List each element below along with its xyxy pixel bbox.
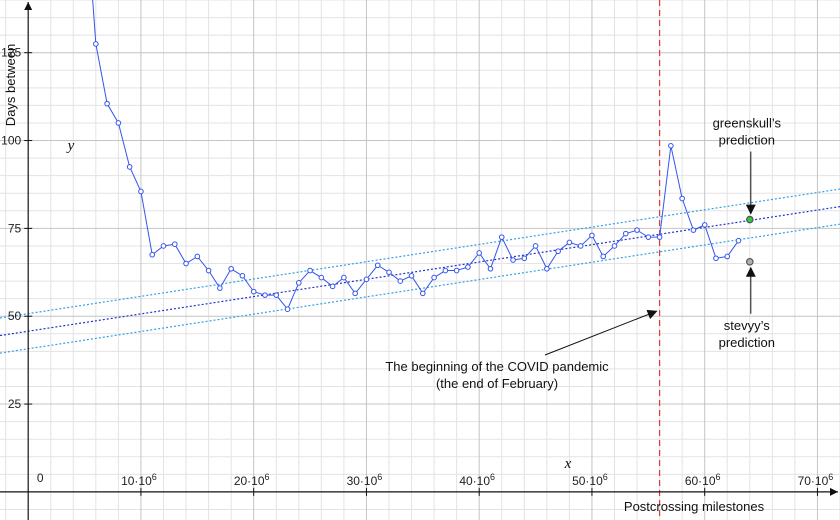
data-point — [532, 243, 539, 249]
x-tick-label: 70·106 — [798, 472, 834, 488]
annotations: The beginning of the COVID pandemic (the … — [385, 309, 658, 391]
data-point — [262, 292, 268, 298]
data-point — [668, 143, 674, 149]
predictions: greenskull’s prediction stevyy’s prediction — [713, 116, 782, 350]
data-point — [701, 222, 708, 228]
data-point — [442, 267, 449, 274]
data-point — [397, 278, 404, 284]
data-point — [352, 290, 358, 297]
y-tick-label: 125 — [1, 46, 21, 60]
covid-annotation-text: The beginning of the COVID pandemic — [385, 359, 609, 374]
data-point — [476, 250, 482, 256]
data-point — [329, 283, 336, 290]
greenskull-prediction-label: prediction — [719, 133, 775, 148]
data-point — [138, 188, 144, 195]
data-point — [341, 274, 347, 281]
data-point — [577, 243, 584, 249]
data-point — [115, 120, 122, 126]
data-point — [453, 267, 460, 274]
data-point — [307, 267, 313, 274]
data-point — [431, 274, 437, 281]
data-point — [160, 243, 167, 249]
data-point — [634, 227, 640, 233]
data-point — [611, 243, 618, 249]
data-point — [622, 230, 629, 237]
greenskull-prediction-label: greenskull’s — [713, 116, 782, 131]
data-point — [273, 292, 280, 298]
data-point — [679, 195, 685, 202]
trend-line-center — [0, 206, 840, 337]
y-variable-label: y — [66, 138, 75, 154]
x-tick-label: 50·106 — [572, 472, 608, 488]
data-point — [104, 100, 110, 107]
data-point — [149, 251, 156, 258]
data-point — [510, 257, 516, 263]
data-point — [600, 253, 607, 260]
data-point — [487, 265, 494, 272]
greenskull-prediction-point — [745, 215, 754, 224]
data-point — [284, 306, 291, 312]
covid-annotation-text: (the end of February) — [436, 376, 558, 391]
origin-label: 0 — [37, 471, 44, 485]
data-point — [93, 41, 99, 47]
data-point — [420, 290, 426, 297]
data-point — [645, 234, 652, 240]
x-axis-arrow — [830, 487, 838, 496]
y-axis-arrow — [24, 2, 33, 10]
data-point — [690, 227, 697, 233]
data-point — [544, 265, 550, 272]
data-point — [735, 237, 742, 244]
stevyy-prediction-label: prediction — [719, 335, 775, 350]
y-tick-label: 75 — [8, 221, 22, 235]
data-point — [171, 241, 178, 247]
data-point — [566, 239, 573, 246]
data-point — [239, 273, 246, 279]
data-point — [363, 276, 370, 283]
axis-labels: Postcrossing milestones Days between x y — [3, 44, 765, 514]
x-tick-label: 10·106 — [121, 472, 157, 488]
data-point — [498, 234, 505, 240]
x-variable-label: x — [564, 456, 572, 472]
data-point — [295, 280, 302, 286]
data-point — [555, 248, 561, 255]
covid-annotation-arrow — [544, 309, 658, 356]
y-tick-label: 100 — [1, 134, 21, 148]
data-point — [374, 262, 381, 269]
x-tick-label: 60·106 — [685, 472, 721, 488]
stevyy-prediction-label: stevyy’s — [724, 318, 770, 333]
data-point — [589, 232, 595, 239]
y-tick-label: 50 — [8, 309, 22, 323]
data-point — [465, 264, 471, 270]
data-point — [724, 253, 731, 260]
data-point — [217, 285, 223, 291]
x-tick-label: 40·106 — [459, 472, 495, 488]
data-point — [183, 260, 189, 267]
data-point — [126, 164, 133, 170]
data-series — [92, 0, 742, 312]
x-tick-label: 30·106 — [347, 472, 383, 488]
data-point — [205, 267, 212, 274]
data-point — [228, 265, 234, 272]
trend-line-upper — [0, 188, 840, 319]
y-tick-label: 25 — [8, 397, 22, 411]
data-point — [194, 253, 201, 260]
data-point — [713, 255, 719, 262]
y-axis-title: Days between — [3, 44, 18, 126]
data-point — [521, 255, 528, 262]
trend-lines — [0, 188, 840, 354]
data-point — [656, 234, 663, 240]
data-point — [408, 273, 415, 279]
data-point — [386, 269, 392, 276]
stevyy-prediction-point — [745, 257, 754, 266]
x-axis-title: Postcrossing milestones — [624, 499, 765, 514]
data-point — [318, 274, 325, 281]
data-point — [250, 288, 257, 295]
x-tick-label: 20·106 — [234, 472, 270, 488]
